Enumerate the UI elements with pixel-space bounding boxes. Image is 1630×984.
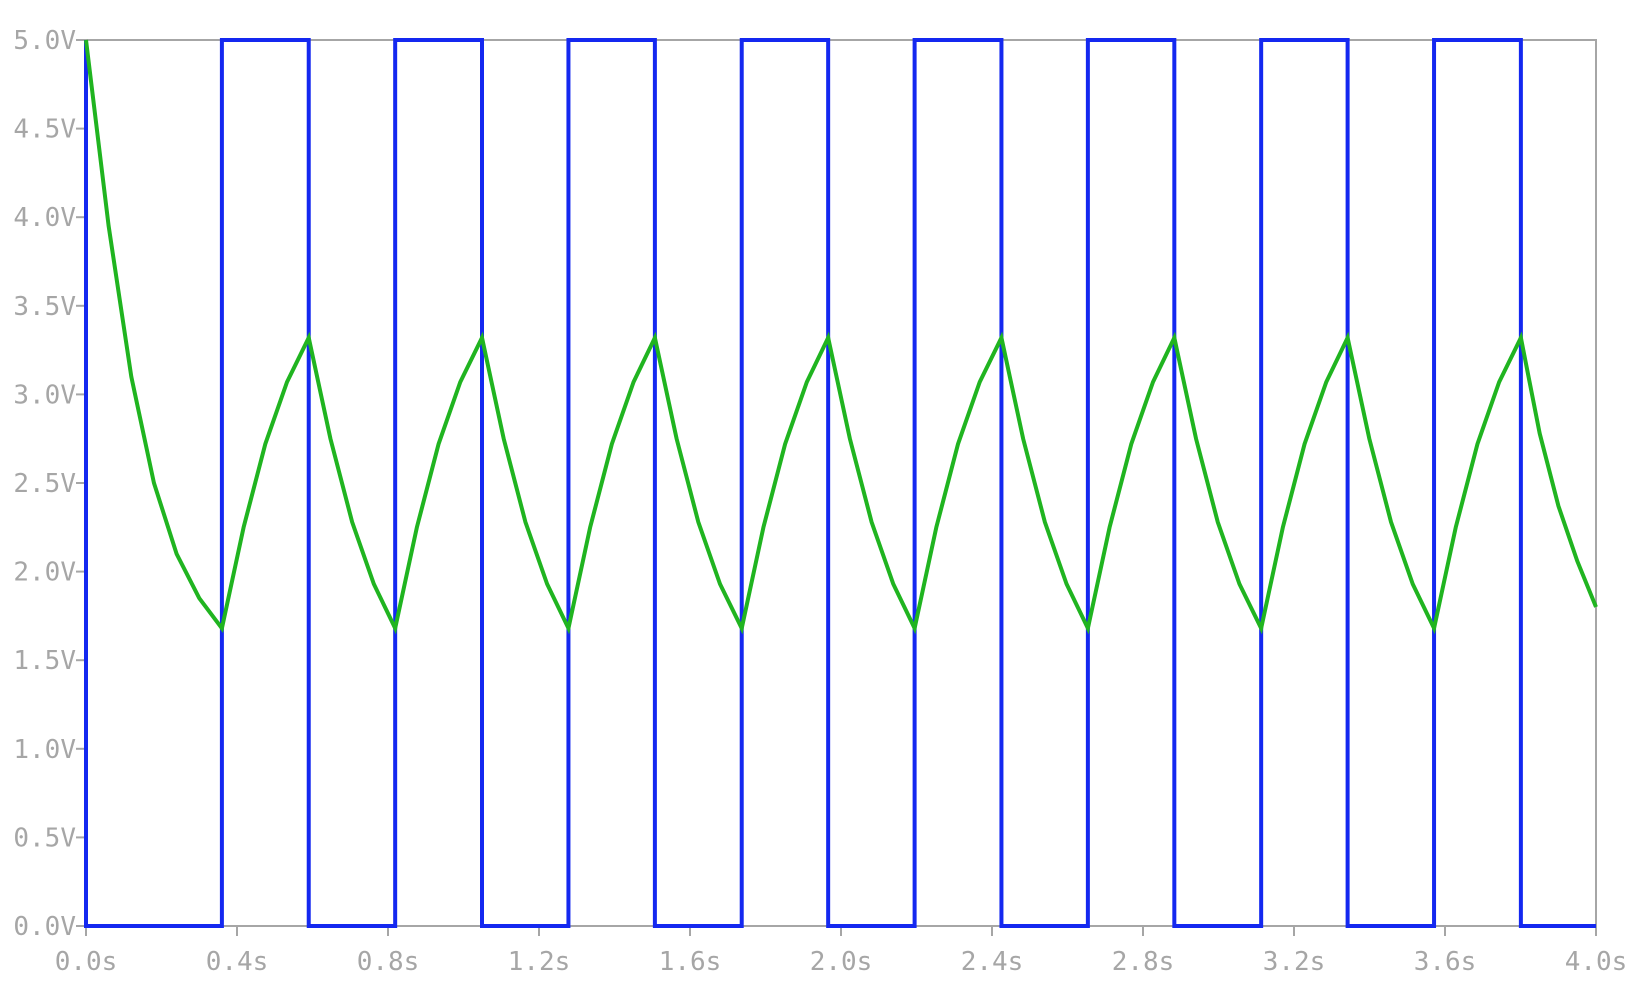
x-tick-label: 0.8s <box>357 947 420 977</box>
y-tick-label: 1.0V <box>13 735 76 765</box>
y-tick-label: 1.5V <box>13 646 76 676</box>
x-tick-label: 1.2s <box>508 947 571 977</box>
x-tick-label: 2.0s <box>810 947 873 977</box>
x-tick-label: 2.8s <box>1112 947 1175 977</box>
plot-frame <box>85 39 1597 927</box>
x-axis: 0.0s 0.4s 0.8s 1.2s 1.6s 2.0s 2.4s 2.8s 3.2s 3.6s… <box>55 926 1628 977</box>
y-tick-label: 3.0V <box>13 380 76 410</box>
x-tick-label: 3.2s <box>1263 947 1326 977</box>
series-line-square-wave <box>84 38 1596 928</box>
x-tick-label: 0.0s <box>55 947 118 977</box>
x-tick-label: 0.4s <box>206 947 269 977</box>
y-tick-label: 4.0V <box>13 203 76 233</box>
x-tick-label: 4.0s <box>1565 947 1628 977</box>
x-tick-label: 3.6s <box>1414 947 1477 977</box>
x-tick-label: 2.4s <box>961 947 1024 977</box>
y-tick-label: 5.0V <box>13 26 76 56</box>
series-line-capacitor-voltage <box>84 39 1598 635</box>
y-tick-label: 4.5V <box>13 115 76 145</box>
y-axis: 0.0V 0.5V 1.0V 1.5V 2.0V 2.5V 3.0V 3.5V 4.0V 4.5V… <box>13 26 86 942</box>
x-tick-label: 1.6s <box>659 947 722 977</box>
y-tick-label: 2.5V <box>13 469 76 499</box>
y-tick-label: 2.0V <box>13 558 76 588</box>
y-tick-label: 0.0V <box>13 912 76 942</box>
y-tick-label: 3.5V <box>13 292 76 322</box>
y-tick-label: 0.5V <box>13 823 76 853</box>
series-layer <box>84 38 1598 928</box>
